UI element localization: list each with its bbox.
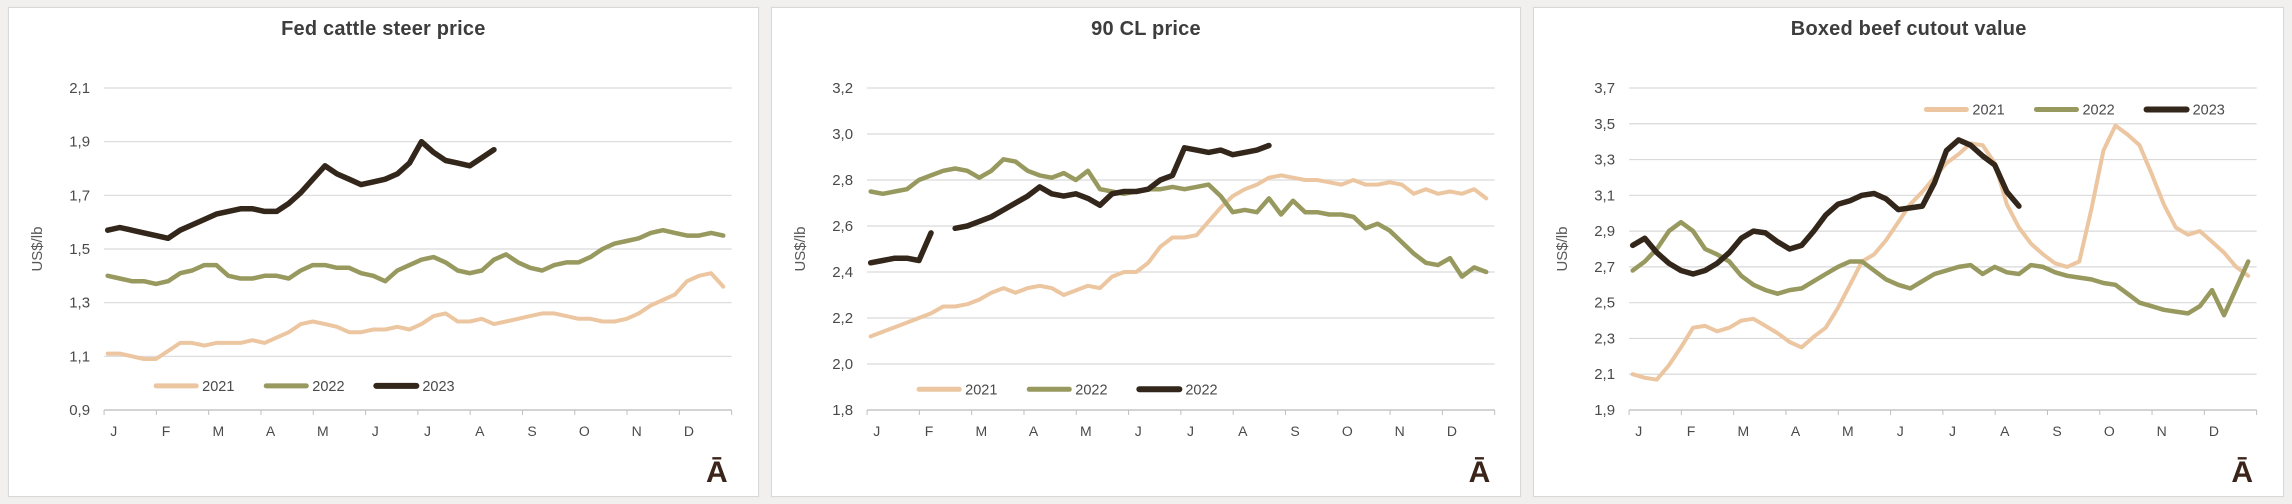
series-line-2022	[1630, 219, 2251, 318]
month-label: J	[1636, 423, 1643, 439]
y-tick-label: 1,9	[1595, 402, 1616, 419]
panel-fed-cattle-steer-price: Fed cattle steer price 0,9 1,1 1,3 1,5 1,7 1,…	[8, 7, 759, 497]
month-label: M	[212, 423, 224, 439]
month-label: A	[1238, 423, 1248, 439]
month-label: S	[527, 423, 536, 439]
month-label: J	[1187, 423, 1194, 439]
y-tick-label: 0,9	[69, 402, 90, 419]
chart-title: Boxed beef cutout value	[1790, 18, 2027, 40]
month-label: M	[1842, 423, 1854, 439]
panel-90-cl-price: 90 CL price 1,8 2,0 2,2 2,4 2,6 2,8 3,0 3,2 US$/…	[770, 7, 1522, 497]
y-tick-label: 3,1	[1595, 187, 1616, 204]
month-label: S	[1290, 423, 1299, 439]
y-tick-label: 1,7	[69, 187, 90, 204]
month-label: S	[2053, 423, 2062, 439]
y-tick-label: 2,2	[832, 310, 853, 327]
y-tick-label: 2,4	[832, 264, 853, 281]
series-line-2022	[868, 157, 1489, 279]
month-label: F	[162, 423, 171, 439]
series-line-2021	[868, 173, 1488, 339]
month-label: N	[1394, 423, 1404, 439]
month-label: J	[1949, 423, 1956, 439]
y-tick-label: 3,3	[1595, 152, 1616, 169]
y-tick-label: 1,5	[69, 241, 90, 258]
y-tick-label: 2,9	[1595, 223, 1616, 240]
month-label: O	[2104, 423, 2115, 439]
month-label: A	[266, 423, 276, 439]
month-label: D	[2209, 423, 2219, 439]
y-axis-title: US$/lb	[29, 226, 46, 271]
legend-label-2023: 2023	[422, 379, 454, 395]
series-line-2023	[1630, 137, 2023, 277]
y-tick-label: 3,7	[1595, 80, 1616, 97]
legend-label-2021: 2021	[1973, 102, 2005, 118]
y-tick-label: 1,8	[832, 402, 853, 419]
month-label: J	[372, 423, 379, 439]
y-tick-label: 2,5	[1595, 295, 1616, 312]
y-tick-label: 2,7	[1595, 259, 1616, 276]
panel-boxed-beef-cutout-value: Boxed beef cutout value 1,9 2,1 2,3 2,5 2,7 2…	[1533, 7, 2285, 497]
month-label: N	[2157, 423, 2167, 439]
y-tick-label: 1,3	[69, 295, 90, 312]
watermark-a-macron: Ā	[706, 456, 728, 489]
y-tick-label: 3,2	[832, 80, 853, 97]
month-label: A	[475, 423, 485, 439]
series-line-2022	[952, 142, 1272, 232]
month-label: M	[1738, 423, 1750, 439]
month-label: M	[317, 423, 329, 439]
month-label: A	[1029, 423, 1039, 439]
legend-label-2022: 2022	[312, 379, 344, 395]
chart-title: Fed cattle steer price	[281, 18, 486, 40]
month-label: F	[1687, 423, 1696, 439]
boxed-beef-cutout-value-chart: 1,9 2,1 2,3 2,5 2,7 2,9 3,1 3,3 3,5 3,7 US$/lb J F M A…	[1554, 80, 2258, 439]
month-label: J	[110, 423, 117, 439]
month-label: J	[1134, 423, 1141, 439]
month-label: F	[924, 423, 933, 439]
month-label: O	[579, 423, 590, 439]
month-label: D	[684, 423, 694, 439]
legend-label-2022: 2022	[1075, 382, 1107, 398]
y-tick-label: 2,1	[1595, 366, 1616, 383]
legend-label-2023: 2023	[2193, 102, 2225, 118]
legend-label-2021: 2021	[202, 379, 234, 395]
month-label: D	[1447, 423, 1457, 439]
watermark-a-macron: Ā	[2231, 456, 2254, 489]
legend-label-2022: 2022	[2083, 102, 2115, 118]
month-label: M	[1080, 423, 1092, 439]
90-cl-price-chart: 1,8 2,0 2,2 2,4 2,6 2,8 3,0 3,2 US$/lb J F M A M J J A S O…	[792, 80, 1495, 439]
month-label: J	[424, 423, 431, 439]
series-line-2021	[105, 271, 726, 361]
month-label: J	[1897, 423, 1904, 439]
y-tick-label: 2,1	[69, 80, 90, 97]
month-label: M	[975, 423, 987, 439]
y-tick-label: 1,1	[69, 348, 90, 365]
y-tick-label: 2,6	[832, 218, 853, 235]
series-line-2023	[104, 138, 497, 242]
month-label: A	[2000, 423, 2010, 439]
y-tick-label: 1,9	[69, 134, 90, 151]
series-line-2022	[105, 227, 726, 287]
y-axis-title: US$/lb	[1554, 226, 1571, 271]
y-axis-title: US$/lb	[792, 226, 809, 271]
chart-title: 90 CL price	[1091, 18, 1201, 40]
series-line-2022	[867, 230, 934, 266]
month-label: A	[1791, 423, 1801, 439]
y-tick-label: 3,5	[1595, 116, 1616, 133]
month-label: J	[873, 423, 880, 439]
watermark-a-macron: Ā	[1468, 456, 1491, 489]
y-tick-label: 2,3	[1595, 330, 1616, 347]
fed-cattle-steer-price-chart: 0,9 1,1 1,3 1,5 1,7 1,9 2,1 US$/lb J F M A M J J A S O N D 2…	[29, 80, 733, 439]
y-tick-label: 2,0	[832, 356, 853, 373]
y-tick-label: 2,8	[832, 172, 853, 189]
y-tick-label: 3,0	[832, 126, 853, 143]
month-label: O	[1342, 423, 1353, 439]
legend-label-2021: 2021	[965, 382, 997, 398]
month-label: N	[632, 423, 642, 439]
legend-label-2022: 2022	[1185, 382, 1217, 398]
